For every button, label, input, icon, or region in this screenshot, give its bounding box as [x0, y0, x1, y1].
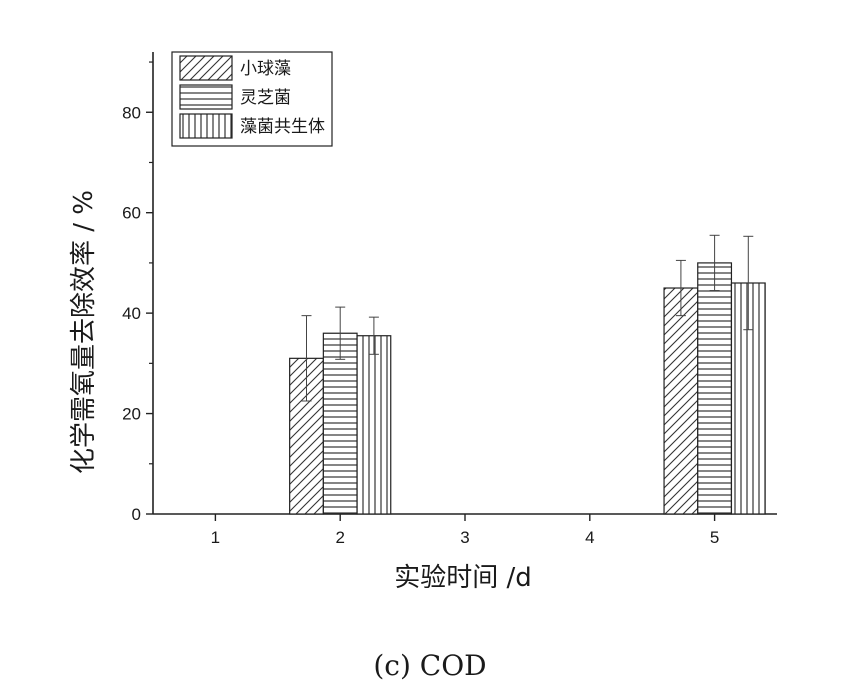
x-tick-label: 4 — [585, 528, 594, 547]
legend-label: 藻菌共生体 — [240, 117, 325, 137]
x-tick-label: 5 — [710, 528, 719, 547]
figure-caption: (c) COD — [373, 649, 486, 682]
y-tick-label: 60 — [122, 204, 141, 223]
legend-label: 灵芝菌 — [240, 88, 291, 108]
legend-swatch — [179, 55, 233, 81]
bar — [663, 287, 699, 515]
x-tick-label: 2 — [335, 528, 344, 547]
x-tick-label: 3 — [460, 528, 469, 547]
bar — [697, 262, 733, 515]
axes: 0 20 40 60 80 1 2 3 4 5 — [122, 52, 777, 547]
x-tick-label: 1 — [211, 528, 220, 547]
y-tick-label: 40 — [122, 304, 141, 323]
error-bars — [301, 234, 754, 402]
y-tick-label: 0 — [132, 505, 141, 524]
y-tick-label: 80 — [122, 103, 141, 122]
bars — [289, 262, 766, 515]
x-axis-title: 实验时间 /d — [394, 563, 532, 593]
legend-swatch — [179, 113, 233, 139]
legend-swatch — [179, 84, 233, 110]
y-tick-label: 20 — [122, 405, 141, 424]
bar — [322, 332, 358, 515]
legend-label: 小球藻 — [240, 59, 291, 79]
bar — [356, 335, 392, 515]
y-axis-title: 化学需氧量去除效率 / % — [69, 190, 99, 474]
